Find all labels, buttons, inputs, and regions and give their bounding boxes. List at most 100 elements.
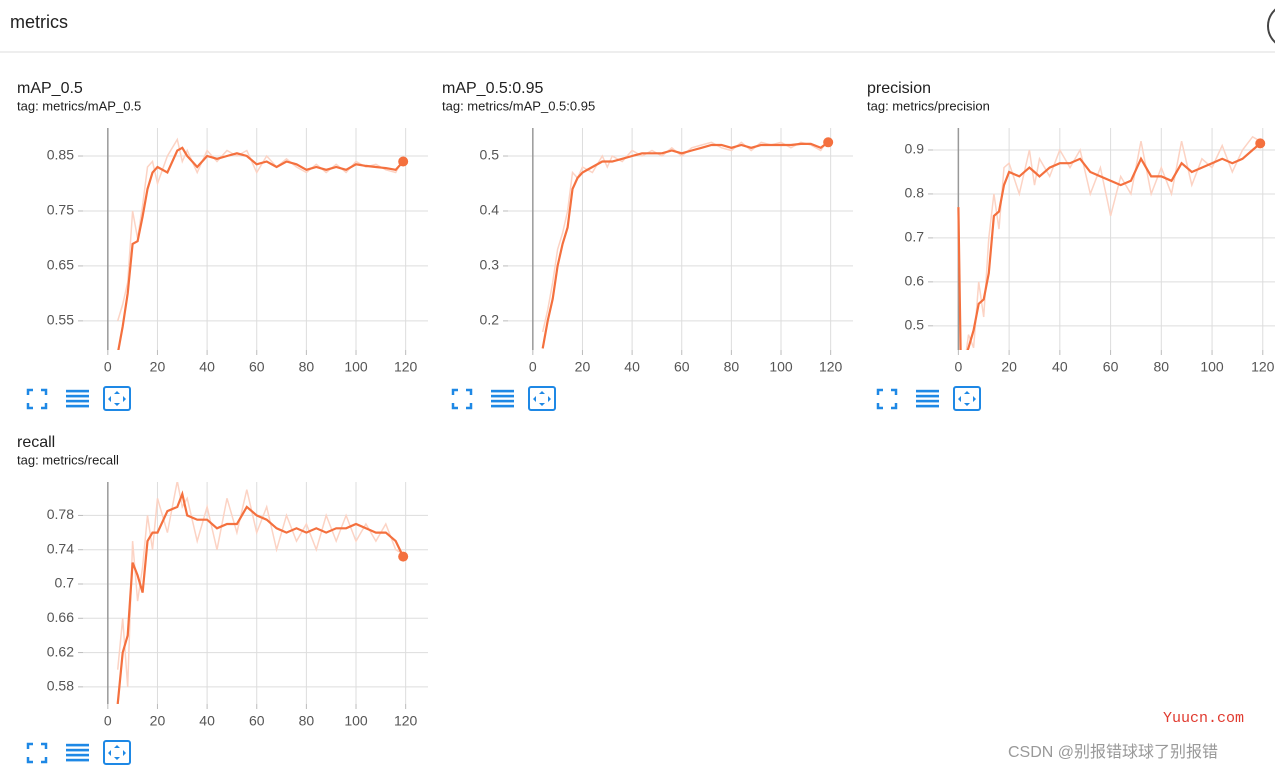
toggle-log-button[interactable]: [916, 389, 939, 408]
chart-subtitle: tag: metrics/mAP_0.5: [17, 98, 141, 113]
icon-corner[interactable]: [451, 388, 458, 395]
icon-corner[interactable]: [466, 403, 473, 410]
y-tick-label: 0.8: [905, 185, 925, 201]
x-tick-label: 20: [575, 359, 591, 375]
y-tick-label: 0.7: [905, 229, 925, 245]
y-tick-label: 0.66: [47, 609, 74, 625]
x-tick-label: 20: [150, 713, 166, 729]
x-tick-label: 40: [199, 713, 215, 729]
toggle-log-button[interactable]: [491, 389, 514, 408]
icon-frame[interactable]: [953, 386, 981, 411]
x-tick-label: 40: [624, 359, 640, 375]
icon-bar[interactable]: [916, 394, 939, 398]
x-tick-label: 80: [724, 359, 740, 375]
chart-subtitle: tag: metrics/precision: [867, 98, 990, 113]
y-tick-label: 0.2: [480, 312, 500, 328]
icon-bar[interactable]: [491, 404, 514, 408]
fullscreen-button[interactable]: [451, 388, 473, 410]
x-tick-label: 0: [954, 359, 962, 375]
icon-corner[interactable]: [466, 388, 473, 395]
icon-bar[interactable]: [66, 743, 89, 747]
icon-bar[interactable]: [916, 389, 939, 393]
icon-corner[interactable]: [41, 388, 48, 395]
icon-frame[interactable]: [103, 740, 131, 765]
toggle-log-button[interactable]: [66, 743, 89, 762]
y-tick-label: 0.7: [55, 575, 75, 591]
icon-bar[interactable]: [916, 404, 939, 408]
fit-domain-button[interactable]: [103, 740, 131, 765]
icon-frame[interactable]: [103, 386, 131, 411]
chart-subtitle: tag: metrics/recall: [17, 452, 119, 467]
chart-title: precision: [867, 80, 931, 97]
series-line: [117, 146, 405, 350]
icon-bar[interactable]: [66, 394, 89, 398]
icon-arrows[interactable]: [108, 391, 126, 406]
icon-arrows[interactable]: [533, 391, 551, 406]
icon-corner[interactable]: [41, 742, 48, 749]
y-tick-label: 0.62: [47, 643, 74, 659]
icon-corner[interactable]: [26, 403, 33, 410]
x-tick-label: 20: [150, 359, 166, 375]
fit-domain-button[interactable]: [953, 386, 981, 411]
x-tick-label: 100: [769, 359, 793, 375]
icon-arrows[interactable]: [958, 391, 976, 406]
fit-domain-button[interactable]: [103, 386, 131, 411]
x-tick-label: 120: [394, 713, 418, 729]
icon-bar[interactable]: [66, 389, 89, 393]
header-title: metrics: [10, 12, 68, 32]
icon-corner[interactable]: [891, 388, 898, 395]
x-tick-label: 0: [529, 359, 537, 375]
fullscreen-button[interactable]: [876, 388, 898, 410]
chart-title: recall: [17, 434, 55, 451]
icon-bar[interactable]: [66, 399, 89, 403]
icon-corner[interactable]: [876, 388, 883, 395]
header-button[interactable]: [1267, 4, 1275, 48]
icon-corner[interactable]: [876, 403, 883, 410]
y-tick-label: 0.74: [47, 540, 74, 556]
icon-corner[interactable]: [26, 388, 33, 395]
series-line: [116, 482, 404, 687]
icon-bar[interactable]: [66, 758, 89, 762]
fullscreen-button[interactable]: [26, 388, 48, 410]
y-tick-label: 0.78: [47, 506, 74, 522]
header-bar: [0, 0, 1275, 52]
icon-corner[interactable]: [891, 403, 898, 410]
series-line: [541, 139, 829, 333]
x-tick-label: 40: [1052, 359, 1068, 375]
icon-bar[interactable]: [491, 394, 514, 398]
series-line: [957, 135, 1261, 350]
chart-title: mAP_0.5: [17, 80, 83, 97]
x-tick-label: 120: [394, 359, 418, 375]
fullscreen-button[interactable]: [26, 742, 48, 764]
x-tick-label: 120: [1251, 359, 1275, 375]
icon-corner[interactable]: [41, 403, 48, 410]
toggle-log-button[interactable]: [66, 389, 89, 408]
icon-bar[interactable]: [66, 748, 89, 752]
icon-corner[interactable]: [26, 742, 33, 749]
y-tick-label: 0.5: [480, 147, 500, 163]
icon-bar[interactable]: [491, 399, 514, 403]
icon-frame[interactable]: [528, 386, 556, 411]
y-tick-label: 0.5: [905, 317, 925, 333]
icon-corner[interactable]: [26, 757, 33, 764]
icon-bar[interactable]: [916, 399, 939, 403]
icon-arrows[interactable]: [108, 745, 126, 760]
y-tick-label: 0.85: [47, 147, 74, 163]
x-tick-label: 120: [819, 359, 843, 375]
icon-bar[interactable]: [66, 753, 89, 757]
x-tick-label: 100: [344, 713, 368, 729]
x-tick-label: 40: [199, 359, 215, 375]
icon-bar[interactable]: [66, 404, 89, 408]
icon-corner[interactable]: [41, 757, 48, 764]
chart-title: mAP_0.5:0.95: [442, 80, 544, 97]
x-tick-label: 60: [674, 359, 690, 375]
x-tick-label: 60: [249, 713, 265, 729]
x-tick-label: 0: [104, 359, 112, 375]
last-point: [398, 156, 409, 167]
x-tick-label: 100: [1200, 359, 1224, 375]
icon-bar[interactable]: [491, 389, 514, 393]
icon-corner[interactable]: [451, 403, 458, 410]
fit-domain-button[interactable]: [528, 386, 556, 411]
